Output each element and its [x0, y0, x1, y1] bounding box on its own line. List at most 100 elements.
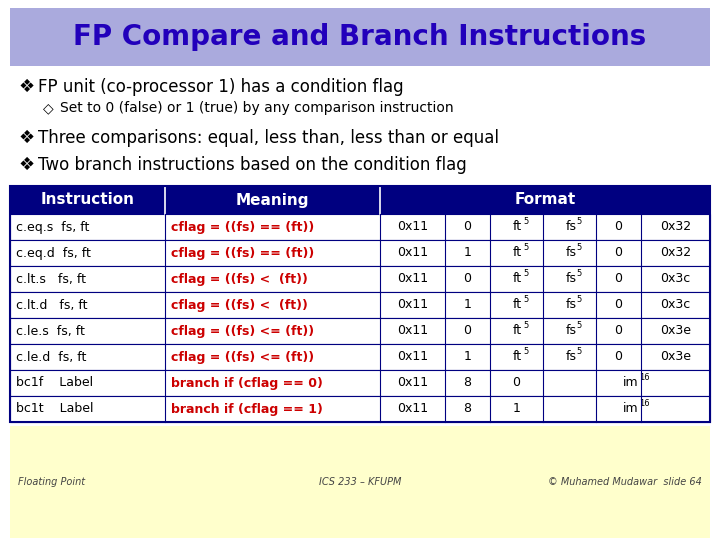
Text: 5: 5	[577, 295, 582, 305]
Text: c.lt.s   fs, ft: c.lt.s fs, ft	[16, 273, 86, 286]
Text: 0x11: 0x11	[397, 402, 428, 415]
Text: 1: 1	[464, 350, 472, 363]
Text: 0x11: 0x11	[397, 220, 428, 233]
Text: 0: 0	[464, 220, 472, 233]
Bar	[10, 292, 710, 318]
Text: 0x3e: 0x3e	[660, 350, 691, 363]
Text: 5: 5	[523, 244, 528, 253]
Bar	[10, 186, 710, 214]
Text: 5: 5	[523, 321, 528, 330]
Text: cflag = ((fs) == (ft)): cflag = ((fs) == (ft))	[171, 220, 314, 233]
Bar	[10, 8, 710, 66]
Bar	[10, 318, 710, 344]
Text: 5: 5	[523, 348, 528, 356]
Text: 0x32: 0x32	[660, 246, 691, 260]
Text: ◇: ◇	[43, 101, 53, 115]
Text: 5: 5	[577, 244, 582, 253]
Text: 0: 0	[513, 376, 521, 389]
Text: 1: 1	[464, 299, 472, 312]
Text: © Muhamed Mudawar  slide 64: © Muhamed Mudawar slide 64	[548, 477, 702, 487]
Text: ❖: ❖	[18, 156, 34, 174]
Text: fs: fs	[565, 220, 577, 233]
Text: c.le.d  fs, ft: c.le.d fs, ft	[16, 350, 86, 363]
Text: cflag = ((fs) <  (ft)): cflag = ((fs) < (ft))	[171, 299, 308, 312]
Text: Format: Format	[514, 192, 575, 207]
Bar	[10, 396, 710, 422]
Text: Three comparisons: equal, less than, less than or equal: Three comparisons: equal, less than, les…	[38, 129, 499, 147]
Text: branch if (cflag == 1): branch if (cflag == 1)	[171, 402, 323, 415]
Text: Instruction: Instruction	[40, 192, 135, 207]
Text: 0x11: 0x11	[397, 350, 428, 363]
Text: im: im	[623, 402, 638, 415]
Text: cflag = ((fs) == (ft)): cflag = ((fs) == (ft))	[171, 246, 314, 260]
Text: 5: 5	[577, 269, 582, 279]
Bar	[10, 266, 710, 292]
Text: Meaning: Meaning	[235, 192, 310, 207]
Text: 1: 1	[464, 246, 472, 260]
Text: c.le.s  fs, ft: c.le.s fs, ft	[16, 325, 85, 338]
Text: 8: 8	[464, 402, 472, 415]
Text: ICS 233 – KFUPM: ICS 233 – KFUPM	[319, 477, 401, 487]
Text: 0: 0	[614, 350, 623, 363]
Text: 16: 16	[639, 400, 650, 408]
Text: 0: 0	[614, 220, 623, 233]
Text: fs: fs	[565, 246, 577, 260]
Text: 16: 16	[639, 374, 650, 382]
Text: 0: 0	[614, 246, 623, 260]
Text: fs: fs	[565, 273, 577, 286]
Text: c.lt.d   fs, ft: c.lt.d fs, ft	[16, 299, 88, 312]
Bar	[10, 370, 710, 396]
Text: im: im	[623, 376, 638, 389]
Text: 0x3e: 0x3e	[660, 325, 691, 338]
Text: c.eq.s  fs, ft: c.eq.s fs, ft	[16, 220, 89, 233]
Text: 0x11: 0x11	[397, 273, 428, 286]
Text: 0x32: 0x32	[660, 220, 691, 233]
Text: cflag = ((fs) <= (ft)): cflag = ((fs) <= (ft))	[171, 350, 314, 363]
Text: ft: ft	[513, 246, 521, 260]
Text: fs: fs	[565, 325, 577, 338]
Text: ❖: ❖	[18, 129, 34, 147]
Text: 5: 5	[523, 218, 528, 226]
Text: branch if (cflag == 0): branch if (cflag == 0)	[171, 376, 323, 389]
Text: 8: 8	[464, 376, 472, 389]
Text: ❖: ❖	[18, 78, 34, 96]
Text: 5: 5	[523, 295, 528, 305]
Text: c.eq.d  fs, ft: c.eq.d fs, ft	[16, 246, 91, 260]
Text: bc1f    Label: bc1f Label	[16, 376, 93, 389]
Text: bc1t    Label: bc1t Label	[16, 402, 94, 415]
Text: 5: 5	[523, 269, 528, 279]
Text: ft: ft	[513, 220, 521, 233]
Text: ft: ft	[513, 350, 521, 363]
Text: Set to 0 (false) or 1 (true) by any comparison instruction: Set to 0 (false) or 1 (true) by any comp…	[60, 101, 454, 115]
Text: 5: 5	[577, 348, 582, 356]
Text: 0: 0	[614, 299, 623, 312]
Bar	[10, 214, 710, 240]
Text: 0: 0	[614, 273, 623, 286]
Text: 0x11: 0x11	[397, 376, 428, 389]
Text: 5: 5	[577, 218, 582, 226]
Text: Two branch instructions based on the condition flag: Two branch instructions based on the con…	[38, 156, 467, 174]
Text: 0x11: 0x11	[397, 325, 428, 338]
Text: FP Compare and Branch Instructions: FP Compare and Branch Instructions	[73, 23, 647, 51]
Text: 0x3c: 0x3c	[660, 273, 690, 286]
Bar	[10, 426, 710, 538]
Text: cflag = ((fs) <= (ft)): cflag = ((fs) <= (ft))	[171, 325, 314, 338]
Bar	[10, 240, 710, 266]
Text: FP unit (co-processor 1) has a condition flag: FP unit (co-processor 1) has a condition…	[38, 78, 404, 96]
Text: 5: 5	[577, 321, 582, 330]
Text: 0x3c: 0x3c	[660, 299, 690, 312]
Text: fs: fs	[565, 299, 577, 312]
Text: ft: ft	[513, 299, 521, 312]
Text: 0x11: 0x11	[397, 299, 428, 312]
Text: 0: 0	[464, 325, 472, 338]
Text: Floating Point: Floating Point	[18, 477, 85, 487]
Text: fs: fs	[565, 350, 577, 363]
Text: 0x11: 0x11	[397, 246, 428, 260]
Bar	[10, 186, 710, 422]
Text: ft: ft	[513, 325, 521, 338]
Bar	[10, 344, 710, 370]
Text: cflag = ((fs) <  (ft)): cflag = ((fs) < (ft))	[171, 273, 308, 286]
Text: 0: 0	[614, 325, 623, 338]
Text: 1: 1	[513, 402, 521, 415]
Text: 0: 0	[464, 273, 472, 286]
